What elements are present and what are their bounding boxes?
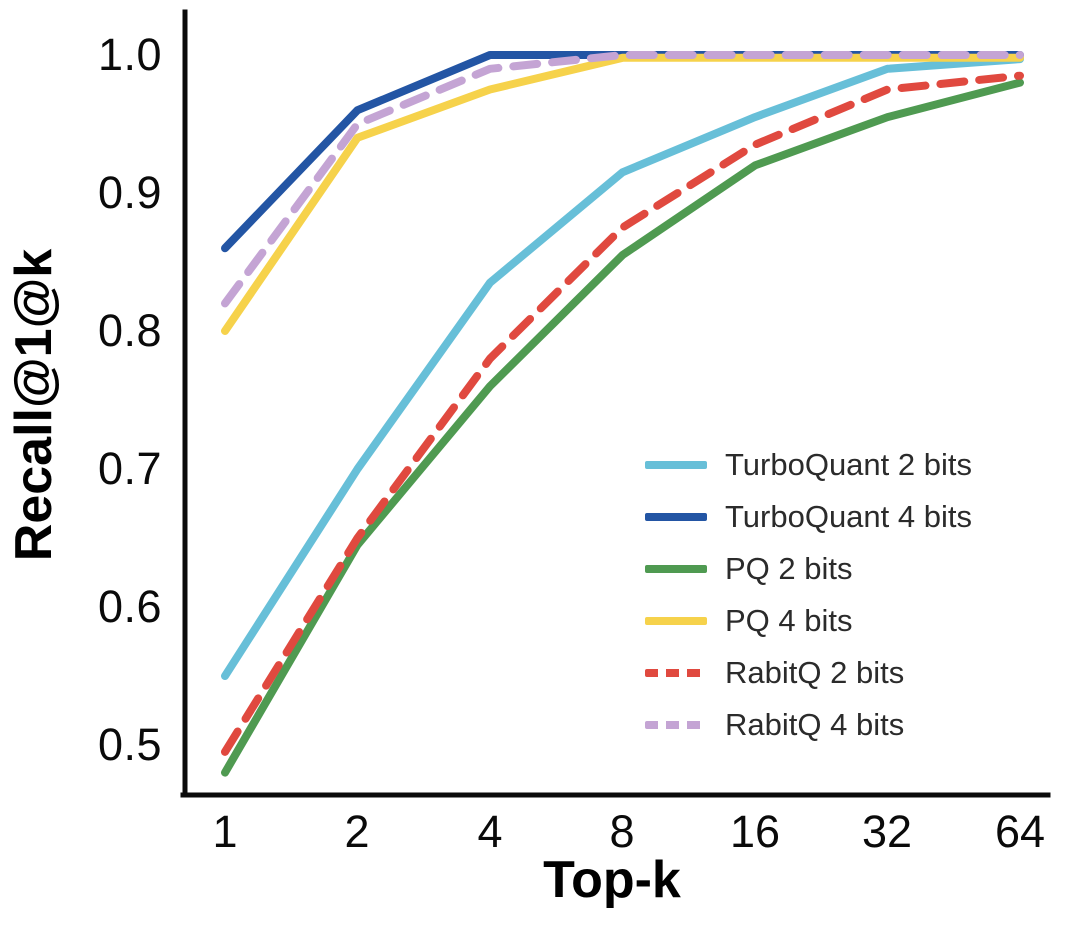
series-line-0 (221, 55, 1024, 680)
y-tick-label: 1.0 (97, 29, 162, 80)
legend-swatch (645, 616, 707, 625)
plot-lines (221, 51, 1024, 777)
legend-label: TurboQuant 4 bits (725, 498, 972, 534)
legend-swatch (645, 564, 707, 573)
legend-label: PQ 4 bits (725, 602, 853, 638)
legend-item: PQ 4 bits (645, 602, 972, 639)
x-tick-label: 8 (609, 806, 635, 857)
legend-label: PQ 2 bits (725, 550, 853, 586)
legend-swatch (645, 512, 707, 521)
legend-label: TurboQuant 2 bits (725, 446, 972, 482)
x-tick-label: 64 (994, 806, 1046, 857)
series-line-5 (221, 51, 1024, 308)
legend-item: RabitQ 4 bits (645, 706, 972, 743)
y-tick-label: 0.8 (97, 305, 162, 356)
legend: TurboQuant 2 bits TurboQuant 4 bits PQ 2… (645, 446, 972, 743)
x-tick-label: 4 (477, 806, 503, 857)
legend-item: TurboQuant 4 bits (645, 498, 972, 535)
legend-item: PQ 2 bits (645, 550, 972, 587)
y-tick-label: 0.9 (97, 167, 162, 218)
x-tick-label: 1 (212, 806, 238, 857)
legend-item: RabitQ 2 bits (645, 654, 972, 691)
series-line-4 (221, 71, 1024, 756)
x-tick-label: 32 (861, 806, 913, 857)
legend-swatch (645, 720, 707, 729)
series-line-3 (221, 53, 1024, 335)
legend-swatch (645, 460, 707, 469)
legend-label: RabitQ 2 bits (725, 654, 905, 690)
legend-swatch (645, 668, 707, 677)
y-tick-label: 0.6 (97, 581, 162, 632)
y-tick-label: 0.5 (97, 719, 162, 770)
legend-item: TurboQuant 2 bits (645, 446, 972, 483)
x-axis-title: Top-k (543, 851, 681, 909)
x-tick-label: 2 (344, 806, 370, 857)
x-tick-label: 16 (729, 806, 781, 857)
legend-label: RabitQ 4 bits (725, 706, 905, 742)
y-axis-title: Recall@1@k (5, 248, 63, 562)
y-tick-label: 0.7 (97, 443, 162, 494)
